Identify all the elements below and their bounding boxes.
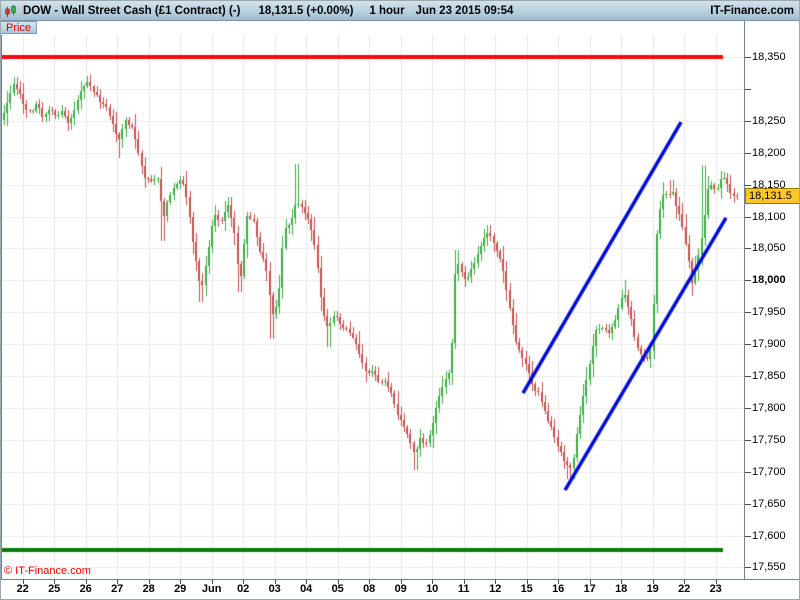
price-axis-label: 18,000: [752, 274, 786, 287]
time-axis-tick: [621, 580, 622, 584]
price-axis-tick: [745, 89, 751, 90]
tab-price[interactable]: Price: [1, 21, 38, 34]
time-axis-tick: [464, 580, 465, 584]
time-axis-label: 10: [426, 583, 439, 595]
price-axis-tick: [745, 344, 751, 345]
price-axis-label: 18,100: [752, 210, 786, 223]
time-axis-tick: [684, 580, 685, 584]
time-axis-label: Jun: [201, 583, 222, 595]
time-axis-label: 03: [268, 583, 281, 595]
instrument-title: DOW - Wall Street Cash (£1 Contract) (-): [23, 4, 241, 17]
time-axis-label: 23: [709, 583, 722, 595]
price-axis-border: [744, 21, 745, 579]
price-axis-label: 17,550: [752, 561, 786, 574]
time-axis-tick: [23, 580, 24, 584]
price-axis-label: 17,650: [752, 497, 786, 510]
time-axis-tick: [527, 580, 528, 584]
time-axis-label: 19: [646, 583, 659, 595]
time-axis-label: 04: [300, 583, 313, 595]
price-chart-canvas[interactable]: [1, 35, 745, 580]
time-axis-tick: [401, 580, 402, 584]
price-axis-tick: [745, 536, 751, 537]
time-axis-tick: [558, 580, 559, 584]
time-axis-border: [1, 579, 799, 580]
time-axis-label: 22: [16, 583, 29, 595]
price-axis-tick: [745, 185, 751, 186]
tab-row: Price: [1, 21, 799, 35]
price-axis-tick: [745, 248, 751, 249]
time-axis-tick: [590, 580, 591, 584]
time-axis-label: 26: [79, 583, 92, 595]
time-axis-tick: [54, 580, 55, 584]
price-axis-tick: [745, 504, 751, 505]
time-axis-tick: [180, 580, 181, 584]
time-axis-label: 05: [331, 583, 344, 595]
time-axis-label: 12: [489, 583, 502, 595]
time-axis-tick: [338, 580, 339, 584]
time-axis-tick: [716, 580, 717, 584]
time-axis-tick: [495, 580, 496, 584]
time-axis-label: 25: [48, 583, 61, 595]
time-axis-label: 27: [111, 583, 124, 595]
time-axis-tick: [306, 580, 307, 584]
price-axis-label: 17,900: [752, 338, 786, 351]
time-axis-label: 09: [394, 583, 407, 595]
time-axis-label: 18: [615, 583, 628, 595]
price-axis-label: 17,800: [752, 401, 786, 414]
price-axis-tick: [745, 121, 751, 122]
time-axis-label: 22: [678, 583, 691, 595]
price-axis-label: 17,850: [752, 370, 786, 382]
time-axis-label: 11: [457, 583, 470, 595]
time-axis-tick: [275, 580, 276, 584]
datetime-label: Jun 23 2015 09:54: [415, 4, 514, 17]
brand-label: IT-Finance.com: [710, 4, 794, 17]
candlestick-icon: [4, 4, 18, 18]
time-axis-tick: [653, 580, 654, 584]
time-axis-tick: [369, 580, 370, 584]
time-axis-tick: [117, 580, 118, 584]
price-axis-tick: [745, 312, 751, 313]
price-axis-label: 18,350: [752, 51, 786, 63]
time-axis-tick: [212, 580, 213, 584]
price-axis-label: 18,150: [752, 178, 786, 191]
time-axis-label: 15: [520, 583, 533, 595]
time-axis-tick: [149, 580, 150, 584]
price-axis-label: 17,600: [752, 529, 786, 542]
time-axis-label: 17: [583, 583, 596, 595]
price-axis-tick: [745, 57, 751, 58]
time-axis-label: 02: [237, 583, 250, 595]
time-axis-tick: [86, 580, 87, 584]
time-axis-label: 08: [363, 583, 376, 595]
price-axis-tick: [745, 153, 751, 154]
price-axis-tick: [745, 280, 751, 281]
time-axis-label: 29: [174, 583, 187, 595]
price-axis-tick: [745, 217, 751, 218]
time-axis-tick: [243, 580, 244, 584]
title-bar: DOW - Wall Street Cash (£1 Contract) (-)…: [1, 1, 799, 21]
last-price-tag: 18,131.5: [745, 188, 799, 205]
price-axis-tick: [745, 567, 751, 568]
price-axis-label: 17,950: [752, 306, 786, 319]
time-axis-tick: [432, 580, 433, 584]
price-axis-tick: [745, 408, 751, 409]
price-axis-tick: [745, 440, 751, 441]
plot-left-border: [1, 35, 2, 579]
price-axis-label: 17,750: [752, 433, 786, 446]
time-axis-label: 16: [552, 583, 565, 595]
price-axis-label: 17,700: [752, 465, 786, 478]
time-axis-label: 28: [142, 583, 155, 595]
price-axis-label: 18,200: [752, 146, 786, 159]
price-axis-label: 18,250: [752, 114, 786, 127]
timeframe-label: 1 hour: [369, 4, 405, 17]
price-axis-tick: [745, 376, 751, 377]
price-axis-tick: [745, 472, 751, 473]
quote-value: 18,131.5 (+0.00%): [258, 4, 354, 17]
copyright-label: © IT-Finance.com: [4, 565, 91, 577]
price-axis-label: 18,050: [752, 242, 786, 255]
